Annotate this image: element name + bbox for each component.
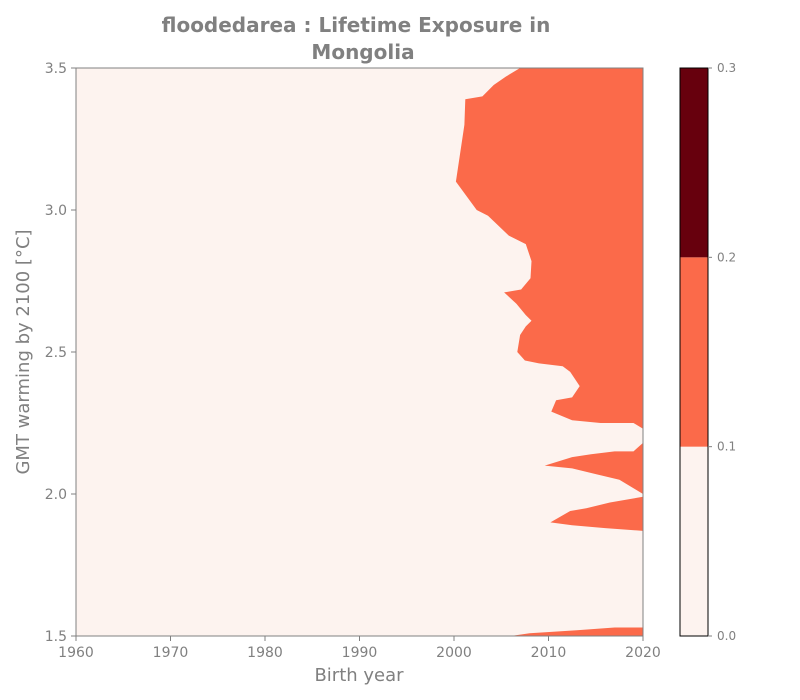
x-tick-label: 2000 bbox=[436, 645, 472, 661]
chart-title-line2: Mongolia bbox=[311, 40, 414, 64]
x-tick-label: 1990 bbox=[342, 645, 378, 661]
y-tick-label: 3.0 bbox=[45, 203, 67, 219]
contour-region-4 bbox=[510, 627, 643, 636]
colorbar-tick-label: 0.3 bbox=[717, 61, 736, 75]
colorbar-segment-2 bbox=[680, 68, 708, 258]
colorbar-segment-0 bbox=[680, 446, 708, 636]
x-tick-label: 1970 bbox=[153, 645, 189, 661]
y-tick-label: 3.5 bbox=[45, 61, 67, 77]
contour-region-3 bbox=[550, 496, 643, 531]
colorbar-frame bbox=[679, 67, 709, 637]
colorbar: 0.0 0.1 0.2 0.3 bbox=[679, 61, 736, 643]
x-tick-label: 1980 bbox=[247, 645, 283, 661]
x-axis-label: Birth year bbox=[314, 665, 404, 686]
contour-regions bbox=[455, 68, 643, 636]
contour-region-2 bbox=[544, 442, 643, 494]
x-tick-label: 2020 bbox=[625, 645, 661, 661]
colorbar-tick-label: 0.0 bbox=[717, 629, 736, 643]
y-axis-ticks: 1.5 2.0 2.5 3.0 3.5 bbox=[45, 61, 76, 645]
x-tick-label: 2010 bbox=[531, 645, 567, 661]
y-tick-label: 2.0 bbox=[45, 487, 67, 503]
chart-title-line1: floodedarea : Lifetime Exposure in bbox=[162, 13, 551, 37]
colorbar-segment-1 bbox=[680, 257, 708, 447]
y-tick-label: 2.5 bbox=[45, 345, 67, 361]
y-tick-label: 1.5 bbox=[45, 629, 67, 645]
x-axis-ticks: 1960 1970 1980 1990 2000 2010 2020 bbox=[58, 636, 661, 661]
contour-region-1 bbox=[455, 68, 643, 429]
y-axis-label: GMT warming by 2100 [°C] bbox=[13, 229, 34, 474]
colorbar-tick-label: 0.1 bbox=[717, 440, 736, 454]
colorbar-tick-label: 0.2 bbox=[717, 250, 736, 264]
x-tick-label: 1960 bbox=[58, 645, 94, 661]
